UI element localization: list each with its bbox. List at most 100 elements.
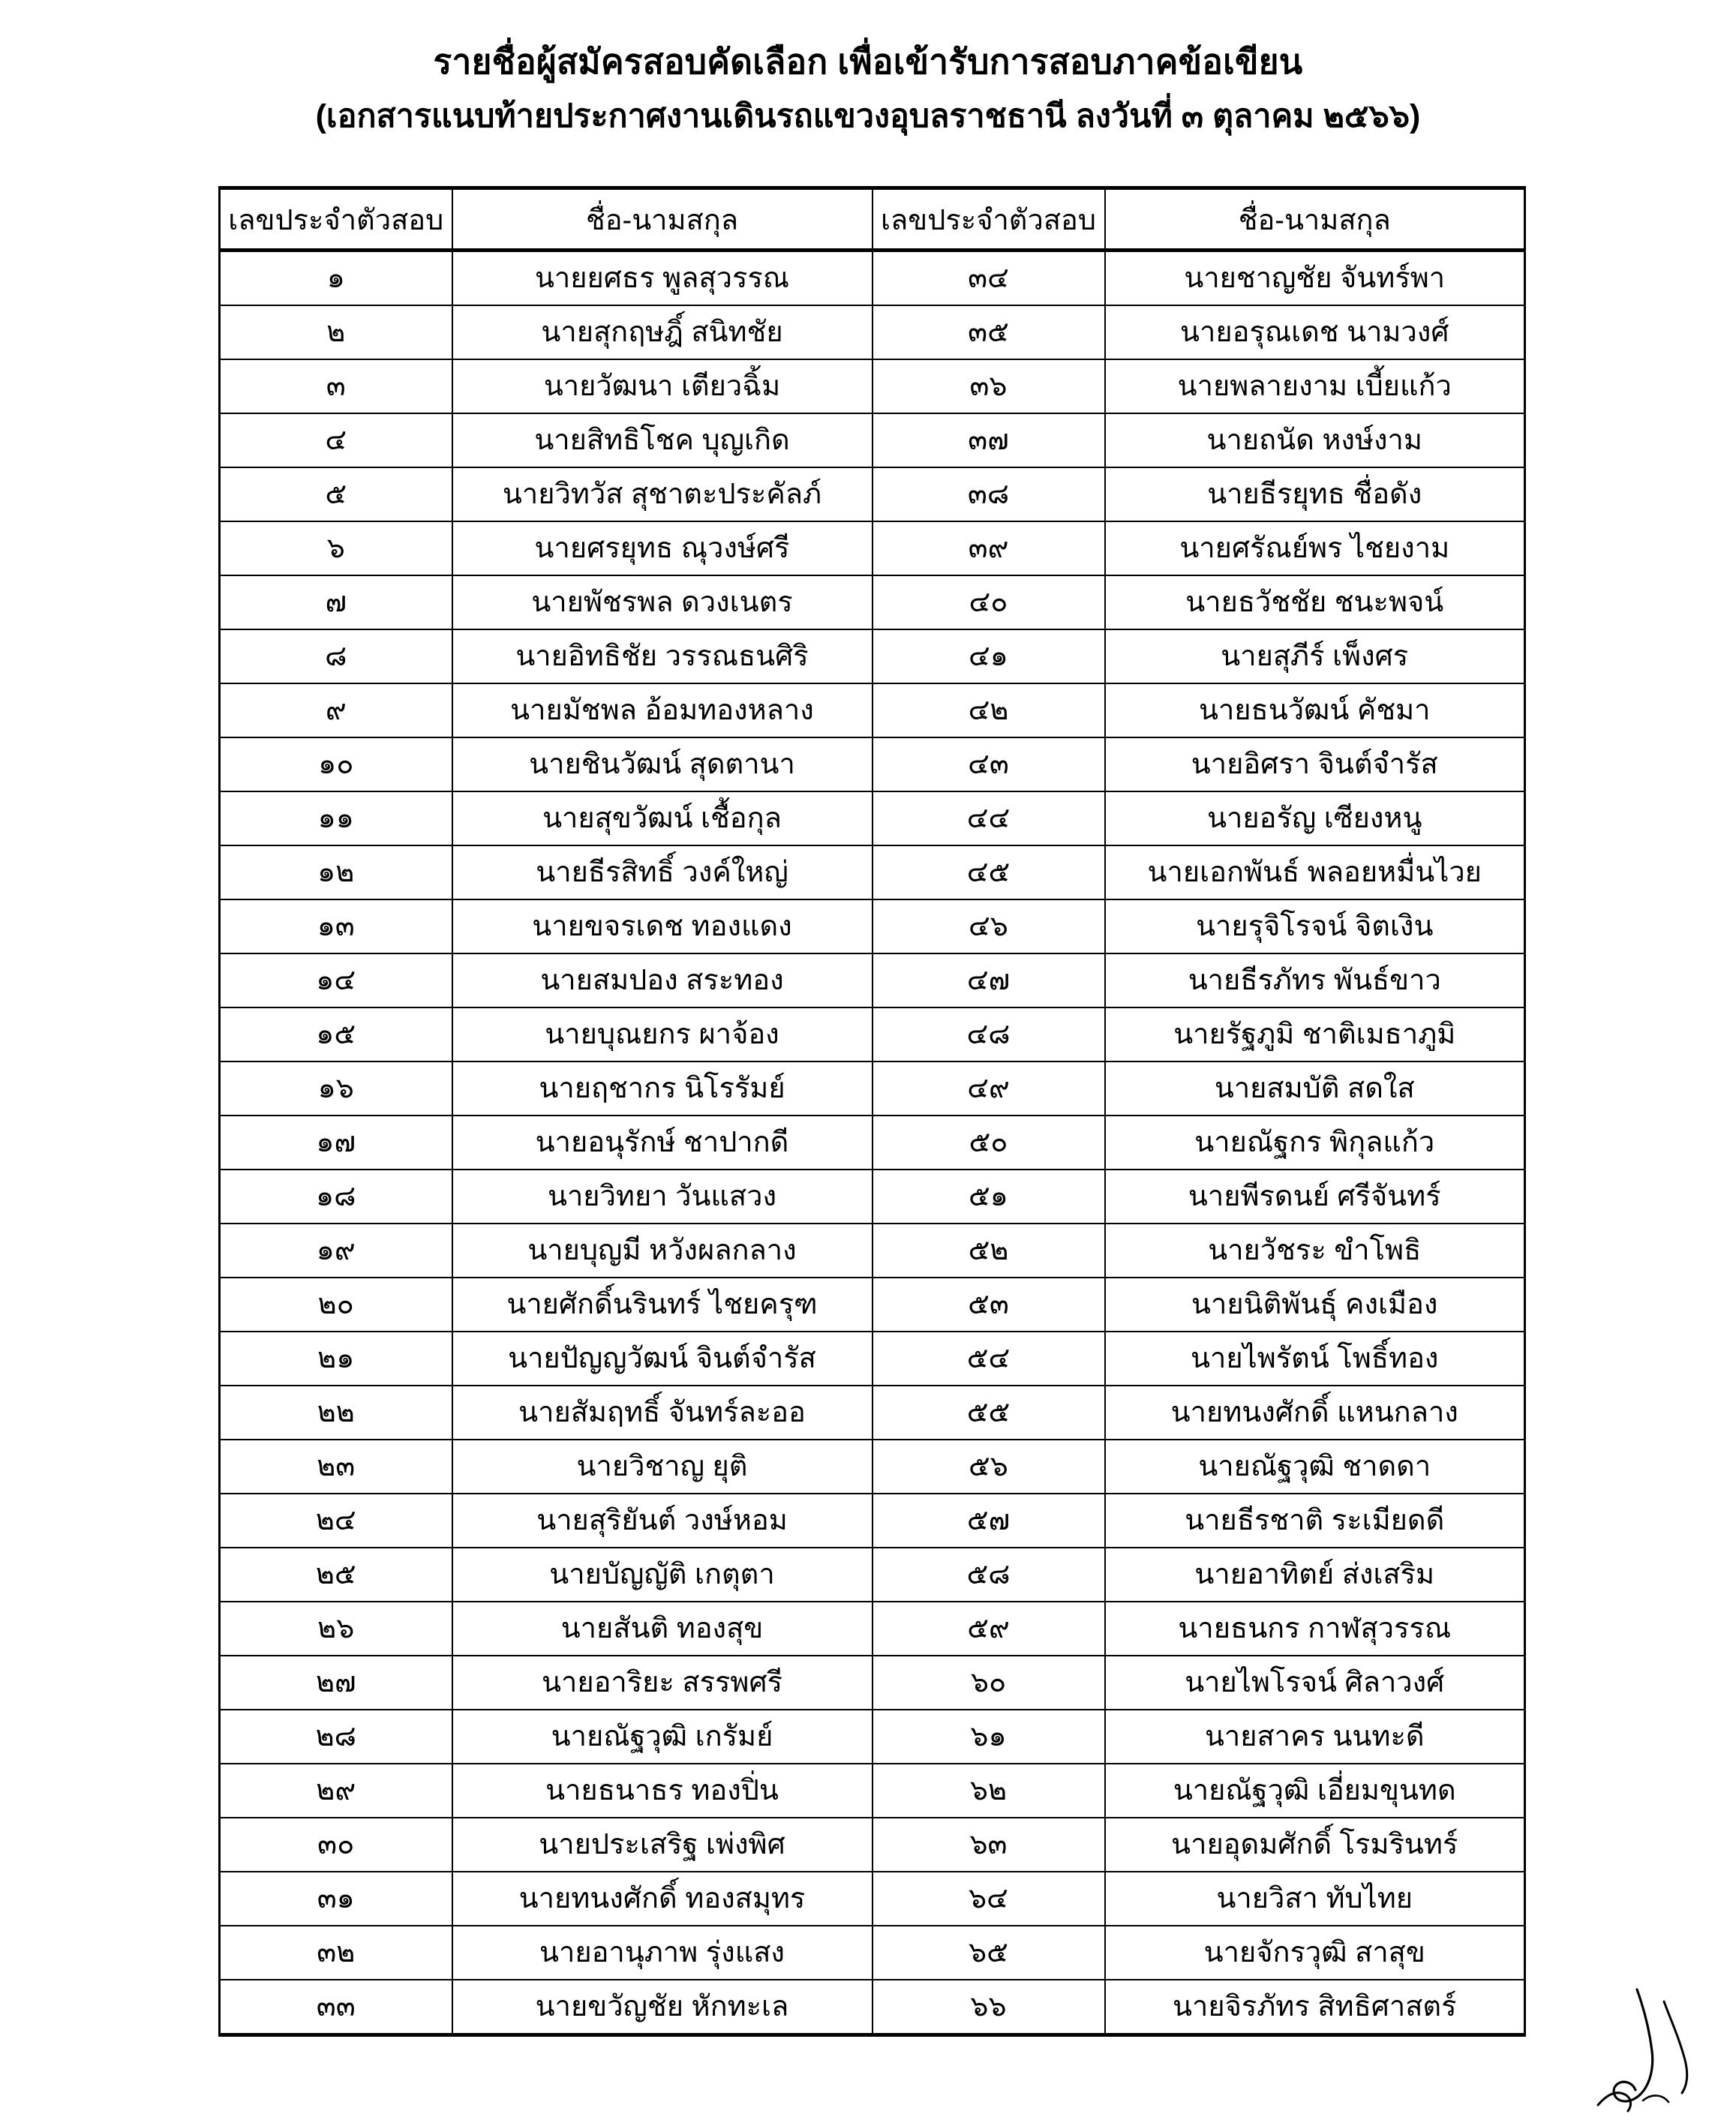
cell-name-left: นายทนงศักดิ์ ทองสมุทร — [451, 1871, 873, 1926]
table-row: ๒๗ นายอาริยะ สรรพศรี ๖๐ นายไพโรจน์ ศิลาวงศ์ — [218, 1655, 1526, 1710]
cell-exam-id-right: ๕๕ — [871, 1385, 1106, 1440]
cell-exam-id-left: ๒๔ — [218, 1493, 453, 1548]
cell-name-right: นายศรัณย์พร ไชยงาม — [1104, 521, 1526, 576]
cell-name-left: นายสมปอง สระทอง — [451, 953, 873, 1008]
cell-name-right: นายธนวัฒน์ คัชมา — [1104, 683, 1526, 738]
cell-exam-id-right: ๖๓ — [871, 1817, 1106, 1872]
table-row: ๑๗ นายอนุรักษ์ ชาปากดี ๕๐ นายณัฐกร พิกุลแก้… — [218, 1115, 1526, 1170]
cell-name-right: นายธวัชชัย ชนะพจน์ — [1104, 575, 1526, 630]
cell-name-right: นายทนงศักดิ์ แหนกลาง — [1104, 1385, 1526, 1440]
cell-exam-id-right: ๖๖ — [871, 1979, 1106, 2037]
cell-exam-id-left: ๓๑ — [218, 1871, 453, 1926]
table-row: ๙นายมัชพล อ้อมทองหลาง ๔๒ นายธนวัฒน์ คัชมา — [218, 683, 1526, 738]
cell-name-right: นายอุดมศักดิ์ โรมรินทร์ — [1104, 1817, 1526, 1872]
cell-exam-id-right: ๕๗ — [871, 1493, 1106, 1548]
cell-exam-id-left: ๑๐ — [218, 737, 453, 792]
cell-name-right: นายชาญชัย จันทร์พา — [1104, 249, 1526, 306]
cell-name-right: นายสุภีร์ เพ็งศร — [1104, 629, 1526, 684]
table-body: ๑นายยศธร พูลสุวรรณ ๓๔ นายชาญชัย จันทร์พา๒น… — [218, 249, 1526, 2037]
cell-exam-id-right: ๔๖ — [871, 899, 1106, 954]
cell-name-left: นายวัฒนา เตียวฉิ้ม — [451, 359, 873, 414]
table-row: ๒๓ นายวิชาญ ยุติ ๕๖ นายณัฐวุฒิ ชาดดา — [218, 1439, 1526, 1494]
cell-exam-id-right: ๕๙ — [871, 1601, 1106, 1656]
cell-name-left: นายศรยุทธ ณุวงษ์ศรี — [451, 521, 873, 576]
table-row: ๑๒ นายธีรสิทธิ์ วงค์ใหญ่ ๔๕ นายเอกพันธ์ พลอ… — [218, 845, 1526, 900]
cell-exam-id-right: ๖๒ — [871, 1763, 1106, 1818]
cell-name-right: นายอาทิตย์ ส่งเสริม — [1104, 1547, 1526, 1602]
table-header-row: เลขประจำตัวสอบ ชื่อ-นามสกุล เลขประจำตัวส… — [218, 186, 1526, 252]
cell-name-left: นายพัชรพล ดวงเนตร — [451, 575, 873, 630]
cell-exam-id-left: ๒๐ — [218, 1277, 453, 1332]
cell-name-left: นายยศธร พูลสุวรรณ — [451, 249, 873, 306]
cell-name-left: นายวิทยา วันแสวง — [451, 1169, 873, 1224]
table-row: ๒นายสุกฤษฎิ์ สนิทชัย ๓๕ นายอรุณเดช นามวงศ์ — [218, 305, 1526, 360]
table-row: ๑๓ นายขจรเดช ทองแดง ๔๖ นายรุจิโรจน์ จิตเงิน — [218, 899, 1526, 954]
cell-name-left: นายอาริยะ สรรพศรี — [451, 1655, 873, 1710]
cell-exam-id-right: ๕๖ — [871, 1439, 1106, 1494]
cell-name-left: นายสิทธิโชค บุญเกิด — [451, 413, 873, 468]
cell-name-right: นายสาคร นนทะดี — [1104, 1709, 1526, 1764]
table-row: ๑๑ นายสุขวัฒน์ เชื้อกุล ๔๔ นายอรัญ เซียงหนู — [218, 791, 1526, 846]
cell-exam-id-left: ๑ — [218, 249, 453, 306]
table-row: ๒๘ นายณัฐวุฒิ เกรัมย์ ๖๑ นายสาคร นนทะดี — [218, 1709, 1526, 1764]
table-row: ๕นายวิทวัส สุชาตะประคัลภ์ ๓๘ นายธีรยุทธ ชื… — [218, 467, 1526, 522]
cell-exam-id-left: ๑๔ — [218, 953, 453, 1008]
cell-name-right: นายพลายงาม เบี้ยแก้ว — [1104, 359, 1526, 414]
cell-exam-id-right: ๓๘ — [871, 467, 1106, 522]
column-header-name-right: ชื่อ-นามสกุล — [1104, 186, 1526, 252]
cell-exam-id-right: ๕๔ — [871, 1331, 1106, 1386]
cell-name-left: นายวิทวัส สุชาตะประคัลภ์ — [451, 467, 873, 522]
table-row: ๒๑ นายปัญญวัฒน์ จินต์จำรัส ๕๔ นายไพรัตน์ โพ… — [218, 1331, 1526, 1386]
cell-exam-id-left: ๒๑ — [218, 1331, 453, 1386]
cell-name-left: นายสันติ ทองสุข — [451, 1601, 873, 1656]
cell-name-left: นายณัฐวุฒิ เกรัมย์ — [451, 1709, 873, 1764]
cell-exam-id-right: ๔๒ — [871, 683, 1106, 738]
cell-name-left: นายมัชพล อ้อมทองหลาง — [451, 683, 873, 738]
cell-exam-id-left: ๙ — [218, 683, 453, 738]
cell-name-right: นายธีรยุทธ ชื่อดัง — [1104, 467, 1526, 522]
cell-exam-id-right: ๓๙ — [871, 521, 1106, 576]
cell-exam-id-left: ๑๗ — [218, 1115, 453, 1170]
cell-exam-id-right: ๕๒ — [871, 1223, 1106, 1278]
column-header-exam-id-left: เลขประจำตัวสอบ — [218, 186, 453, 252]
cell-exam-id-right: ๔๐ — [871, 575, 1106, 630]
cell-name-left: นายอิทธิชัย วรรณธนศิริ — [451, 629, 873, 684]
cell-exam-id-left: ๓๐ — [218, 1817, 453, 1872]
candidate-table-container: เลขประจำตัวสอบ ชื่อ-นามสกุล เลขประจำตัวส… — [218, 186, 1526, 2037]
cell-exam-id-left: ๓๒ — [218, 1925, 453, 1980]
cell-exam-id-right: ๓๗ — [871, 413, 1106, 468]
cell-exam-id-right: ๓๔ — [871, 249, 1106, 306]
cell-exam-id-right: ๕๑ — [871, 1169, 1106, 1224]
cell-name-right: นายไพรัตน์ โพธิ์ทอง — [1104, 1331, 1526, 1386]
cell-exam-id-left: ๔ — [218, 413, 453, 468]
cell-name-right: นายสมบัติ สดใส — [1104, 1061, 1526, 1116]
table-row: ๒๖ นายสันติ ทองสุข ๕๙ นายธนกร กาฬสุวรรณ — [218, 1601, 1526, 1656]
cell-name-right: นายรัฐภูมิ ชาติเมธาภูมิ — [1104, 1007, 1526, 1062]
cell-exam-id-left: ๑๙ — [218, 1223, 453, 1278]
cell-name-right: นายวัชระ ขำโพธิ — [1104, 1223, 1526, 1278]
cell-exam-id-left: ๒๙ — [218, 1763, 453, 1818]
cell-name-left: นายธนาธร ทองปิ่น — [451, 1763, 873, 1818]
cell-exam-id-right: ๔๑ — [871, 629, 1106, 684]
cell-exam-id-left: ๒๘ — [218, 1709, 453, 1764]
cell-exam-id-right: ๔๓ — [871, 737, 1106, 792]
cell-exam-id-left: ๑๖ — [218, 1061, 453, 1116]
cell-exam-id-right: ๔๙ — [871, 1061, 1106, 1116]
cell-exam-id-right: ๔๕ — [871, 845, 1106, 900]
cell-exam-id-right: ๓๕ — [871, 305, 1106, 360]
table-row: ๑๙ นายบุญมี หวังผลกลาง ๕๒ นายวัชระ ขำโพธิ — [218, 1223, 1526, 1278]
cell-exam-id-right: ๖๑ — [871, 1709, 1106, 1764]
cell-exam-id-left: ๑๘ — [218, 1169, 453, 1224]
cell-name-left: นายขวัญชัย หักทะเล — [451, 1979, 873, 2037]
cell-exam-id-right: ๓๖ — [871, 359, 1106, 414]
table-row: ๑๐ นายชินวัฒน์ สุดตานา ๔๓ นายอิศรา จินต์จำร… — [218, 737, 1526, 792]
cell-name-right: นายอิศรา จินต์จำรัส — [1104, 737, 1526, 792]
page-title: รายชื่อผู้สมัครสอบคัดเลือก เพื่อเข้ารับก… — [433, 42, 1303, 81]
cell-name-right: นายไพโรจน์ ศิลาวงศ์ — [1104, 1655, 1526, 1710]
table-header: เลขประจำตัวสอบ ชื่อ-นามสกุล เลขประจำตัวส… — [218, 186, 1526, 252]
table-row: ๓๐ นายประเสริฐ เพ่งพิศ ๖๓ นายอุดมศักดิ์ โรม… — [218, 1817, 1526, 1872]
table-row: ๑๔ นายสมปอง สระทอง ๔๗ นายธีรภัทร พันธ์ขาว — [218, 953, 1526, 1008]
cell-name-left: นายบุญมี หวังผลกลาง — [451, 1223, 873, 1278]
cell-name-left: นายสัมฤทธิ์ จันทร์ละออ — [451, 1385, 873, 1440]
